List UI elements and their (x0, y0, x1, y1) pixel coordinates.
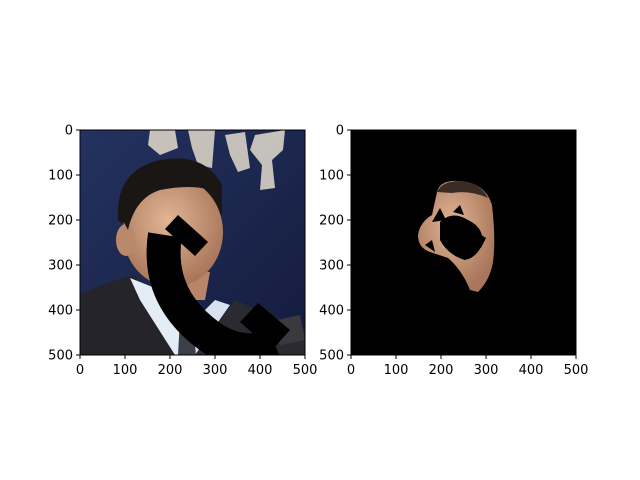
right-xtick-label: 500 (564, 363, 589, 378)
right-ytick-label: 100 (319, 169, 344, 184)
right-xtick-label: 200 (429, 363, 454, 378)
occlusion-mask-stroke (146, 232, 280, 355)
segmented-face-holes (425, 205, 486, 260)
shirt-collar (130, 278, 195, 355)
right-xtick-label: 400 (519, 363, 544, 378)
left-xtick-label: 500 (293, 363, 318, 378)
background-sign-lettering (148, 130, 285, 190)
left-xtick-label: 200 (158, 363, 183, 378)
right-xtick-label: 100 (384, 363, 409, 378)
hair-top (120, 159, 222, 230)
segmented-face-hair (437, 181, 488, 198)
right-xtick-label: 300 (474, 363, 499, 378)
left-image-panel (80, 130, 305, 355)
suit-jacket (80, 275, 185, 355)
ear (116, 224, 136, 256)
left-xtick-label: 400 (248, 363, 273, 378)
left-axes-frame (79, 129, 306, 356)
right-ytick-label: 400 (319, 304, 344, 319)
left-ytick-label: 200 (48, 214, 73, 229)
occlusion-mask-bottom-block (240, 303, 290, 350)
left-ytick-label: 100 (48, 169, 73, 184)
left-ytick-label: 400 (48, 304, 73, 319)
left-xtick-label: 300 (203, 363, 228, 378)
occlusion-mask-top-block (165, 215, 208, 256)
right-ytick-label: 500 (319, 349, 344, 364)
left-ytick-label: 300 (48, 259, 73, 274)
right-ytick-label: 300 (319, 259, 344, 274)
right-xtick-label: 0 (347, 363, 355, 378)
right-ytick-label: 200 (319, 214, 344, 229)
right-image-panel (351, 130, 576, 355)
left-ytick-label: 500 (48, 349, 73, 364)
left-ytick-label: 0 (65, 124, 73, 139)
right-axes-frame (350, 129, 577, 356)
right-ytick-label: 0 (336, 124, 344, 139)
left-xtick-label: 100 (113, 363, 138, 378)
left-xtick-label: 0 (76, 363, 84, 378)
